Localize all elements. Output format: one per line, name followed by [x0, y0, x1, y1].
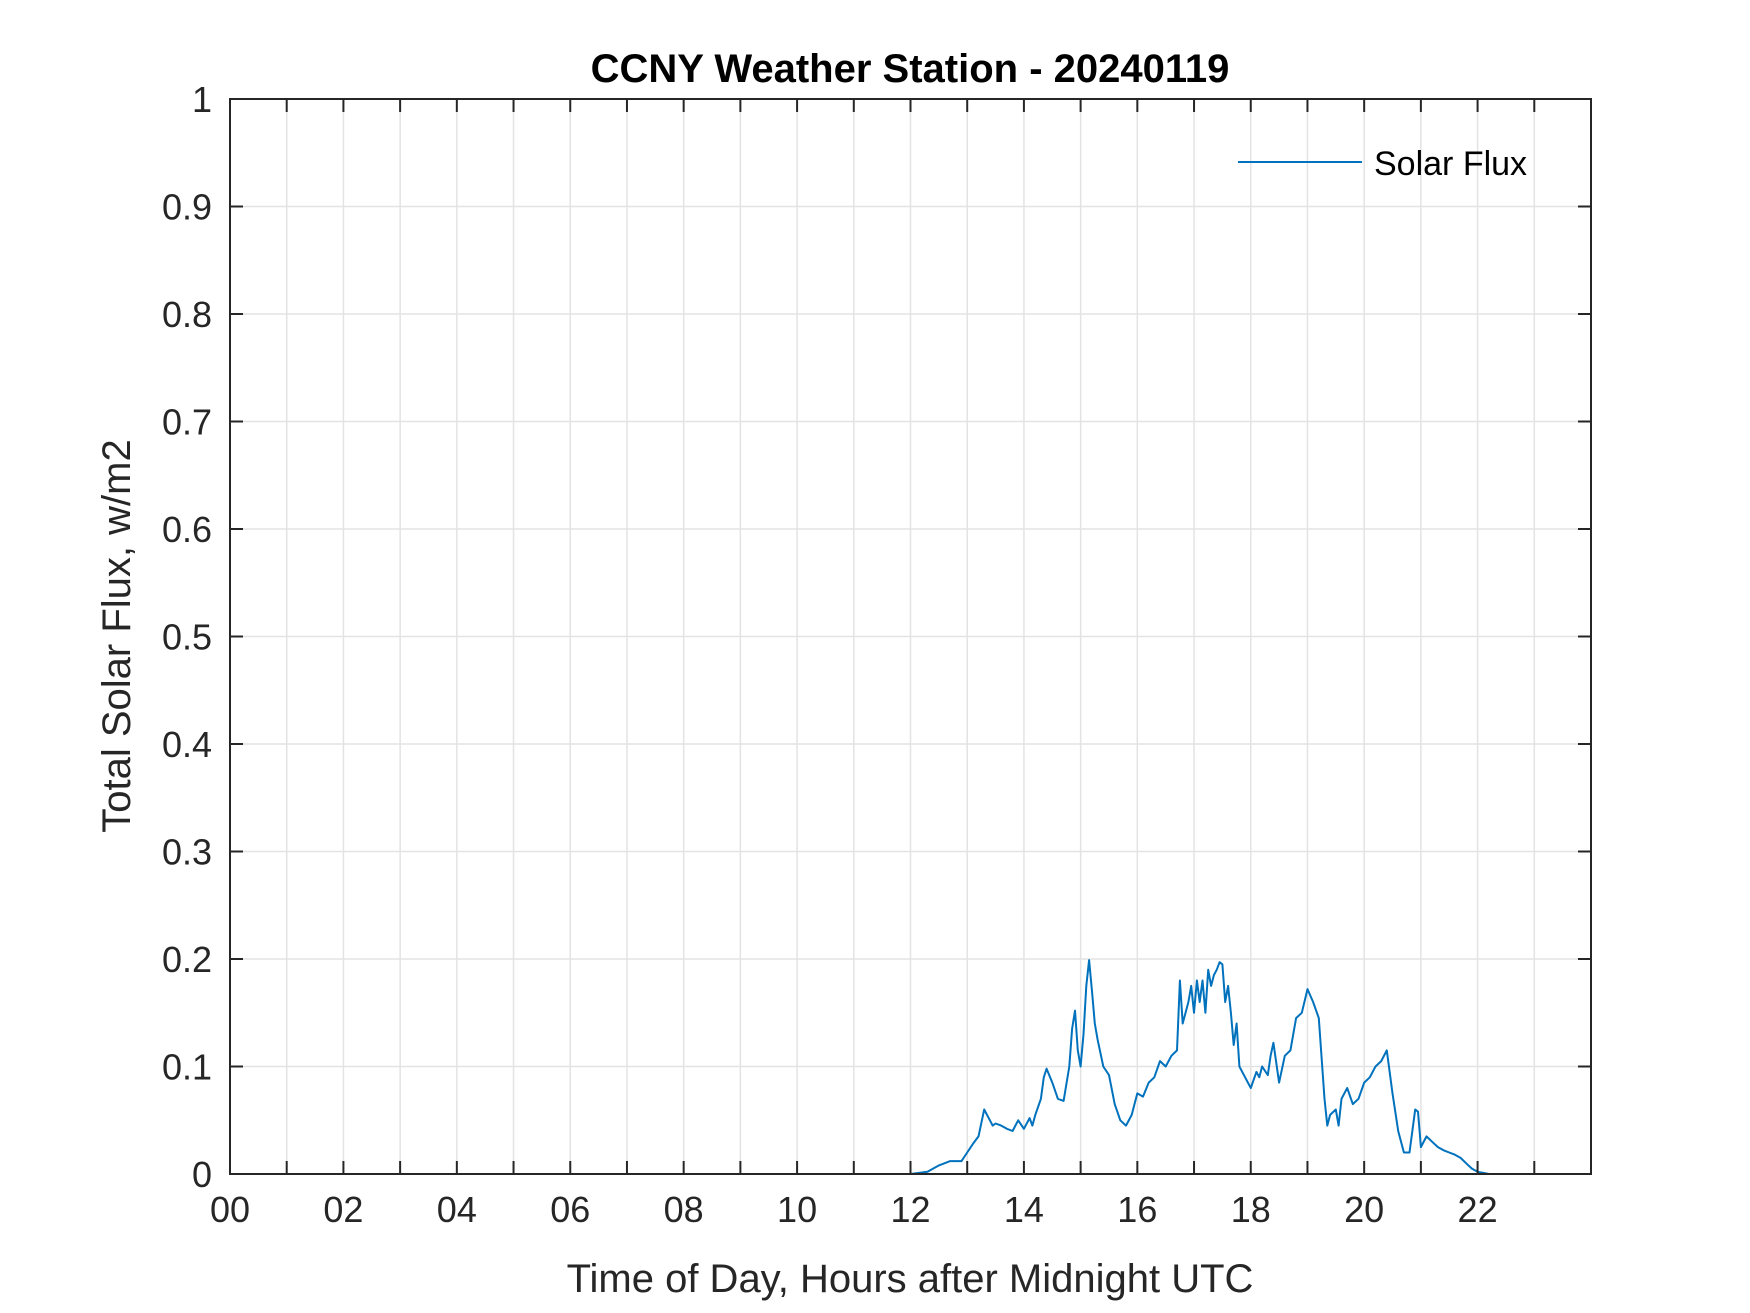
- y-tick-labels: 0 0.1 0.2 0.3 0.4 0.5 0.6 0.7 0.8 0.9 1: [162, 79, 212, 1195]
- x-tick-label: 06: [550, 1189, 590, 1230]
- x-tick-label: 02: [323, 1189, 363, 1230]
- y-tick-label: 0.3: [162, 832, 212, 873]
- y-tick-label: 0.5: [162, 617, 212, 658]
- y-tick-label: 0.7: [162, 402, 212, 443]
- x-tick-label: 14: [1004, 1189, 1044, 1230]
- y-tick-label: 0.4: [162, 724, 212, 765]
- x-tick-label: 16: [1117, 1189, 1157, 1230]
- y-tick-label: 0.9: [162, 187, 212, 228]
- grid-lines: [230, 99, 1591, 1174]
- x-tick-label: 10: [777, 1189, 817, 1230]
- x-tick-label: 22: [1458, 1189, 1498, 1230]
- y-tick-label: 0: [192, 1154, 212, 1195]
- y-axis-label: Total Solar Flux, w/m2: [95, 439, 139, 832]
- series-line-solar-flux: [230, 959, 1591, 1175]
- y-tick-label: 0.1: [162, 1047, 212, 1088]
- x-axis-label: Time of Day, Hours after Midnight UTC: [567, 1257, 1254, 1301]
- x-tick-label: 20: [1344, 1189, 1384, 1230]
- y-tick-label: 0.2: [162, 939, 212, 980]
- y-tick-label: 1: [192, 79, 212, 120]
- x-tick-label: 18: [1231, 1189, 1271, 1230]
- x-tick-labels: 00 02 04 06 08 10 12 14 16 18 20 22: [210, 1189, 1498, 1230]
- legend: Solar Flux: [1238, 145, 1527, 183]
- chart-title: CCNY Weather Station - 20240119: [591, 47, 1230, 91]
- tick-marks: [230, 99, 1591, 1174]
- y-tick-label: 0.6: [162, 509, 212, 550]
- series-layer: [230, 959, 1591, 1175]
- y-tick-label: 0.8: [162, 294, 212, 335]
- x-tick-label: 00: [210, 1189, 250, 1230]
- x-tick-label: 08: [664, 1189, 704, 1230]
- x-tick-label: 12: [890, 1189, 930, 1230]
- x-tick-label: 04: [437, 1189, 477, 1230]
- legend-label-solar-flux: Solar Flux: [1374, 145, 1527, 183]
